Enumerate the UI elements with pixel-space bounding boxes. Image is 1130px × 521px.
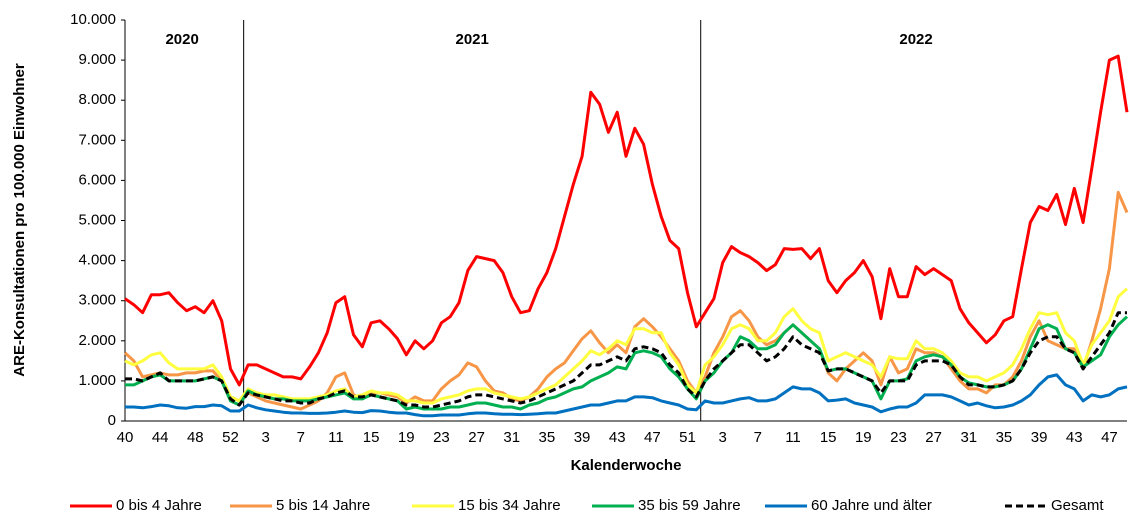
x-tick-label: 39 xyxy=(574,429,591,446)
y-tick-label: 3.000 xyxy=(78,292,116,309)
legend-label: 60 Jahre und älter xyxy=(811,497,932,514)
x-tick-label: 15 xyxy=(363,429,380,446)
series-line xyxy=(125,373,1128,418)
x-tick-label: 40 xyxy=(117,429,134,446)
legend-label: Gesamt xyxy=(1051,497,1104,514)
x-tick-label: 48 xyxy=(187,429,204,446)
x-tick-label: 39 xyxy=(1031,429,1048,446)
series-line xyxy=(125,311,1127,409)
x-tick-label: 43 xyxy=(1066,429,1083,446)
x-tick-label: 52 xyxy=(222,429,239,446)
series-line xyxy=(124,54,1129,387)
legend-label: 5 bis 14 Jahre xyxy=(276,497,370,514)
y-tick-label: 6.000 xyxy=(78,171,116,188)
x-tick-label: 35 xyxy=(996,429,1013,446)
y-axis-title: ARE-Konsultationen pro 100.000 Einwohner xyxy=(11,63,28,377)
y-tick-label: 9.000 xyxy=(78,51,116,68)
legend-label: 15 bis 34 Jahre xyxy=(458,497,561,514)
x-tick-label: 19 xyxy=(855,429,872,446)
x-tick-label: 44 xyxy=(152,429,169,446)
x-tick-label: 27 xyxy=(468,429,485,446)
x-tick-label: 43 xyxy=(609,429,626,446)
x-tick-label: 7 xyxy=(754,429,762,446)
legend-label: 0 bis 4 Jahre xyxy=(116,497,202,514)
series-line xyxy=(123,190,1129,411)
legend-label: 35 bis 59 Jahre xyxy=(638,497,741,514)
y-tick-label: 4.000 xyxy=(78,252,116,269)
y-tick-label: 8.000 xyxy=(78,91,116,108)
year-label: 2020 xyxy=(165,31,198,48)
year-label: 2021 xyxy=(455,31,488,48)
x-tick-label: 3 xyxy=(261,429,269,446)
x-tick-label: 47 xyxy=(1101,429,1118,446)
x-tick-label: 23 xyxy=(433,429,450,446)
x-tick-label: 27 xyxy=(925,429,942,446)
x-tick-label: 31 xyxy=(960,429,977,446)
x-tick-label: 7 xyxy=(297,429,305,446)
y-tick-label: 1.000 xyxy=(78,372,116,389)
x-tick-label: 19 xyxy=(398,429,415,446)
x-tick-label: 31 xyxy=(503,429,520,446)
x-tick-label: 3 xyxy=(719,429,727,446)
x-tick-label: 11 xyxy=(328,429,344,446)
y-tick-label: 10.000 xyxy=(70,11,116,28)
x-tick-label: 47 xyxy=(644,429,661,446)
x-tick-label: 51 xyxy=(679,429,696,446)
y-tick-label: 5.000 xyxy=(78,211,116,228)
y-tick-label: 7.000 xyxy=(78,131,116,148)
x-axis-title: Kalenderwoche xyxy=(571,457,682,474)
y-tick-label: 0 xyxy=(108,412,116,429)
x-tick-label: 23 xyxy=(890,429,907,446)
series-line xyxy=(124,287,1129,405)
year-label: 2022 xyxy=(899,31,932,48)
x-tick-label: 35 xyxy=(539,429,556,446)
x-tick-label: 15 xyxy=(820,429,837,446)
y-tick-label: 2.000 xyxy=(78,332,116,349)
x-tick-label: 11 xyxy=(785,429,801,446)
